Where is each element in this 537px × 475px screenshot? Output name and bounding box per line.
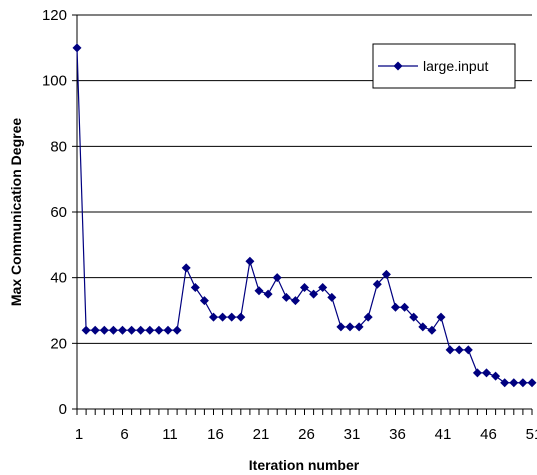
y-ticks: 0 20 40 60 80 100 120: [42, 7, 77, 418]
legend-marker: [393, 61, 403, 71]
data-point: [318, 283, 328, 293]
y-axis-title: Max Communication Degree: [8, 118, 24, 306]
data-point: [445, 345, 455, 355]
data-point: [209, 312, 218, 322]
data-point: [227, 312, 237, 322]
y-tick-label-120: 120: [42, 7, 67, 24]
data-point: [372, 279, 382, 289]
data-point: [154, 325, 164, 335]
series-group: [72, 43, 537, 388]
data-point: [427, 325, 437, 335]
data-point: [108, 325, 118, 335]
data-point: [472, 368, 482, 378]
data-point: [381, 269, 391, 279]
data-point: [90, 325, 100, 335]
data-point: [254, 286, 264, 296]
data-point: [99, 325, 109, 335]
data-point: [136, 325, 146, 335]
x-tick-label-16: 16: [207, 426, 224, 443]
x-tick-label-21: 21: [253, 426, 270, 443]
data-point: [290, 296, 300, 306]
x-axis-title: Iteration number: [249, 457, 360, 473]
data-point: [263, 289, 273, 299]
data-point: [190, 283, 200, 293]
data-point: [527, 378, 537, 388]
data-point: [245, 256, 255, 266]
data-point: [81, 325, 91, 335]
data-point: [436, 312, 446, 322]
data-point: [327, 292, 337, 302]
x-ticks: 16111621263136414651: [75, 409, 537, 443]
legend-box: [372, 43, 516, 89]
data-point: [172, 325, 182, 335]
legend: large.input: [372, 43, 516, 89]
data-point: [127, 325, 137, 335]
data-point: [418, 322, 428, 332]
data-point: [463, 345, 473, 355]
data-point: [354, 322, 364, 332]
data-point: [391, 302, 400, 312]
data-point: [409, 312, 419, 322]
x-tick-label-1: 1: [75, 426, 83, 443]
data-point: [336, 322, 346, 332]
data-point: [199, 296, 209, 306]
y-tick-label-20: 20: [50, 335, 67, 352]
data-point: [400, 302, 410, 312]
y-tick-label-100: 100: [42, 73, 67, 90]
data-point: [118, 325, 127, 335]
data-point: [218, 312, 228, 322]
y-tick-label-0: 0: [59, 401, 67, 418]
data-point: [72, 43, 82, 53]
data-point: [145, 325, 155, 335]
x-tick-label-41: 41: [435, 426, 452, 443]
data-point: [491, 371, 501, 381]
data-point: [309, 289, 319, 299]
data-point: [345, 322, 355, 332]
data-point: [181, 263, 191, 273]
legend-label: large.input: [423, 58, 488, 74]
y-tick-label-80: 80: [50, 138, 67, 155]
x-tick-label-51: 51: [526, 426, 537, 443]
data-point: [518, 378, 528, 388]
x-tick-label-31: 31: [344, 426, 361, 443]
x-tick-label-46: 46: [480, 426, 497, 443]
y-tick-label-60: 60: [50, 204, 67, 221]
x-tick-label-11: 11: [162, 426, 178, 443]
grid-lines: [77, 14, 532, 344]
data-point: [281, 292, 291, 302]
data-point: [236, 312, 246, 322]
data-point: [500, 378, 510, 388]
data-point: [363, 312, 373, 322]
data-point: [163, 325, 173, 335]
data-point: [454, 345, 464, 355]
data-point: [482, 368, 491, 378]
data-point: [300, 283, 309, 293]
data-point: [509, 378, 519, 388]
x-tick-label-26: 26: [298, 426, 315, 443]
x-tick-label-6: 6: [120, 426, 128, 443]
data-point: [272, 273, 282, 283]
y-tick-label-40: 40: [50, 270, 67, 287]
x-tick-label-36: 36: [389, 426, 406, 443]
